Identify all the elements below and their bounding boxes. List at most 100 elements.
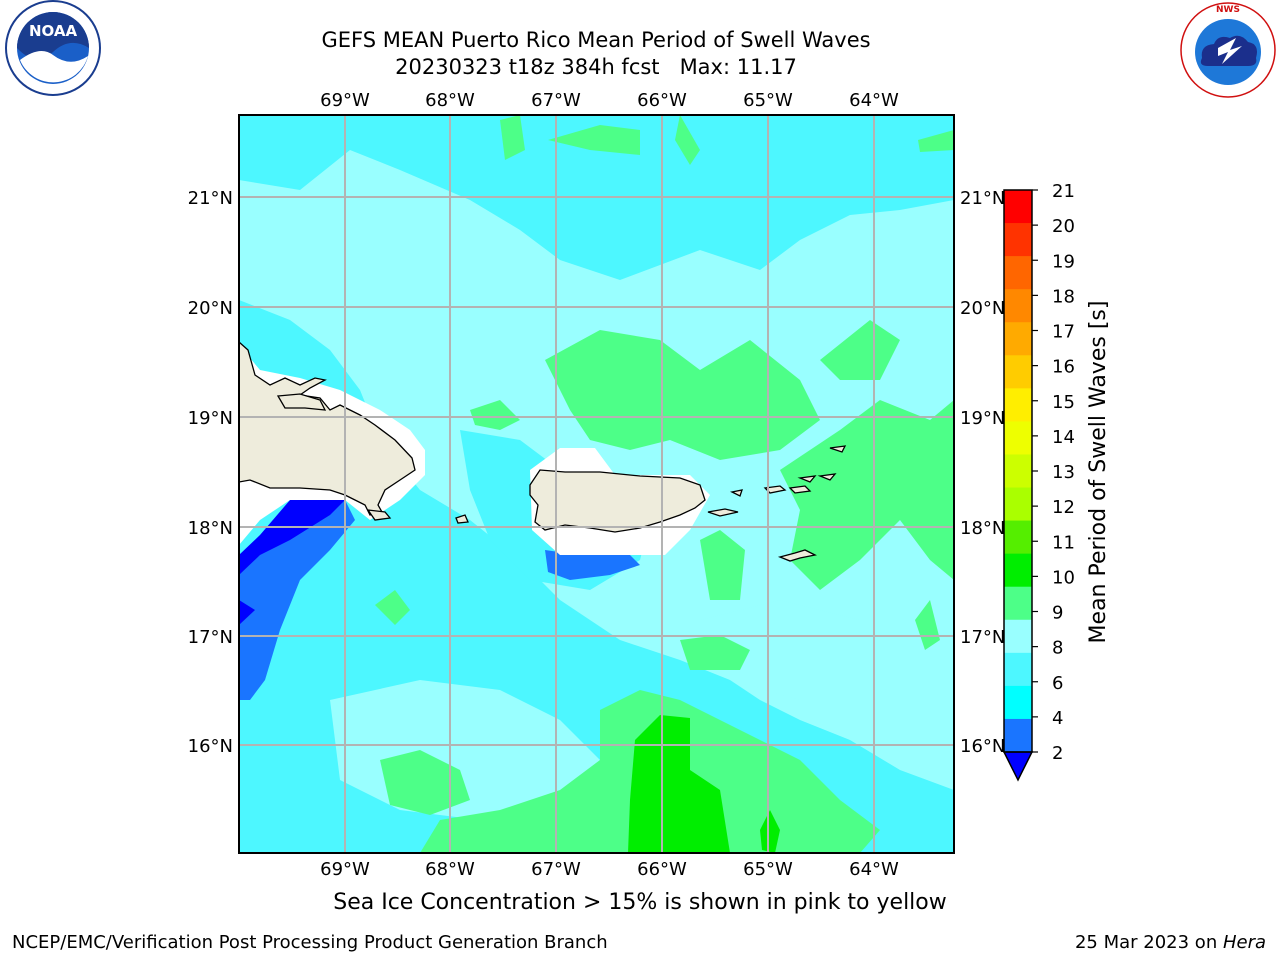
lat-label: 21°N bbox=[188, 188, 233, 209]
colorbar-swatch bbox=[1004, 586, 1032, 621]
land-islet bbox=[455, 514, 469, 524]
colorbar-swatch bbox=[1004, 652, 1032, 687]
swell-region-blue bbox=[545, 550, 640, 580]
colorbar-tick-label: 4 bbox=[1052, 708, 1063, 729]
land-islet bbox=[797, 475, 817, 483]
map-frame bbox=[238, 114, 955, 854]
colorbar-tick-label: 14 bbox=[1052, 427, 1075, 448]
swell-region-green bbox=[500, 115, 525, 160]
colorbar-swatch bbox=[1004, 718, 1032, 753]
lat-label: 19°N bbox=[960, 408, 1005, 429]
swell-region-green bbox=[918, 130, 954, 152]
lon-label: 66°W bbox=[637, 859, 687, 880]
colorbar-tick-label: 15 bbox=[1052, 392, 1075, 413]
colorbar-swatch bbox=[1004, 685, 1032, 720]
swell-region-green bbox=[548, 125, 640, 155]
colorbar-swatch bbox=[1004, 454, 1032, 489]
swell-region-green bbox=[675, 115, 700, 165]
swell-region-green bbox=[780, 400, 954, 590]
land-islet bbox=[829, 445, 847, 453]
swell-region-green bbox=[680, 635, 750, 670]
colorbar-tick-label: 2 bbox=[1052, 743, 1063, 764]
swell-region-green bbox=[380, 750, 470, 815]
colorbar-tick-label: 13 bbox=[1052, 462, 1075, 483]
map-field bbox=[239, 115, 954, 853]
land-hispaniola bbox=[239, 341, 416, 516]
footer-date: 25 Mar 2023 on Hera bbox=[1075, 932, 1266, 953]
svg-text:NWS: NWS bbox=[1216, 5, 1240, 15]
colorbar-label: Mean Period of Swell Waves [s] bbox=[1086, 301, 1111, 644]
lat-label: 17°N bbox=[960, 627, 1005, 648]
colorbar-tick-label: 16 bbox=[1052, 357, 1075, 378]
footer-date-text: 25 Mar 2023 on bbox=[1074, 932, 1223, 953]
lat-label: 20°N bbox=[188, 298, 233, 319]
lon-label: 64°W bbox=[849, 859, 899, 880]
lon-label: 68°W bbox=[425, 859, 475, 880]
swell-region-bright-green bbox=[760, 810, 780, 853]
lon-labels-top: 69°W 68°W 67°W 66°W 65°W 64°W bbox=[320, 90, 899, 111]
colorbar-swatch bbox=[1004, 322, 1032, 356]
colorbar-swatch bbox=[1004, 223, 1032, 257]
colorbar-swatch bbox=[1004, 619, 1032, 654]
lon-label: 66°W bbox=[637, 90, 687, 111]
lon-label: 64°W bbox=[849, 90, 899, 111]
noaa-logo-text: NOAA bbox=[29, 22, 78, 40]
colorbar-tick-label: 9 bbox=[1052, 603, 1063, 624]
swell-region-green bbox=[470, 400, 520, 430]
colorbar-tick-label: 21 bbox=[1052, 181, 1075, 202]
lat-label: 21°N bbox=[960, 188, 1005, 209]
colorbar-swatch bbox=[1004, 355, 1032, 389]
lat-label: 18°N bbox=[188, 518, 233, 539]
colorbar: 21 20 19 18 17 16 15 14 13 12 11 10 9 8 6 4 2 bbox=[1002, 181, 1075, 782]
lon-label: 67°W bbox=[531, 859, 581, 880]
lon-labels-bottom: 69°W 68°W 67°W 66°W 65°W 64°W bbox=[320, 859, 899, 880]
colorbar-swatch bbox=[1004, 190, 1032, 224]
lat-label: 18°N bbox=[960, 518, 1005, 539]
colorbar-swatch bbox=[1004, 421, 1032, 455]
swell-region-light bbox=[700, 600, 900, 700]
colorbar-tick-label: 12 bbox=[1052, 497, 1075, 518]
colorbar-swatch bbox=[1004, 487, 1032, 522]
lon-label: 69°W bbox=[320, 90, 370, 111]
land-islet bbox=[707, 508, 739, 517]
colorbar-tick-label: 20 bbox=[1052, 216, 1075, 237]
lat-labels-left: 21°N 20°N 19°N 18°N 17°N 16°N bbox=[188, 188, 233, 757]
swell-region-bright-green bbox=[628, 715, 730, 853]
lat-label: 20°N bbox=[960, 298, 1005, 319]
colorbar-tick-label: 11 bbox=[1052, 532, 1075, 553]
lon-label: 65°W bbox=[743, 859, 793, 880]
lon-label: 65°W bbox=[743, 90, 793, 111]
chart-subtitle: 20230323 t18z 384h fcst Max: 11.17 bbox=[395, 55, 797, 79]
lat-label: 19°N bbox=[188, 408, 233, 429]
land-islet bbox=[788, 485, 812, 494]
swell-region-green bbox=[820, 320, 900, 380]
footer-machine: Hera bbox=[1222, 932, 1266, 953]
colorbar-swatch bbox=[1004, 388, 1032, 422]
lat-label: 16°N bbox=[960, 736, 1005, 757]
lat-labels-right: 21°N 20°N 19°N 18°N 17°N 16°N bbox=[960, 188, 1005, 757]
map-gridlines bbox=[239, 115, 954, 853]
land-islet bbox=[276, 393, 327, 411]
colorbar-extend-triangle bbox=[1002, 751, 1034, 782]
land-islet bbox=[366, 509, 392, 521]
colorbar-tick-label: 18 bbox=[1052, 286, 1075, 307]
lon-label: 67°W bbox=[531, 90, 581, 111]
lat-label: 16°N bbox=[188, 736, 233, 757]
nws-logo: NWS bbox=[1180, 2, 1276, 98]
land-islet bbox=[730, 489, 743, 497]
colorbar-tick-label: 10 bbox=[1052, 567, 1075, 588]
colorbar-swatch bbox=[1004, 256, 1032, 290]
colorbar-swatch bbox=[1004, 289, 1032, 323]
lat-label: 17°N bbox=[188, 627, 233, 648]
swell-region-green bbox=[700, 530, 745, 600]
swell-region-darkblue bbox=[239, 600, 255, 625]
swell-region-darkblue bbox=[239, 500, 345, 575]
chart-title: GEFS MEAN Puerto Rico Mean Period of Swe… bbox=[321, 28, 871, 52]
land-st-croix bbox=[777, 549, 817, 562]
lon-label: 69°W bbox=[320, 859, 370, 880]
lon-label: 68°W bbox=[425, 90, 475, 111]
swell-region-green bbox=[375, 590, 410, 625]
colorbar-tick-label: 8 bbox=[1052, 638, 1063, 659]
colorbar-tick-label: 17 bbox=[1052, 322, 1075, 343]
